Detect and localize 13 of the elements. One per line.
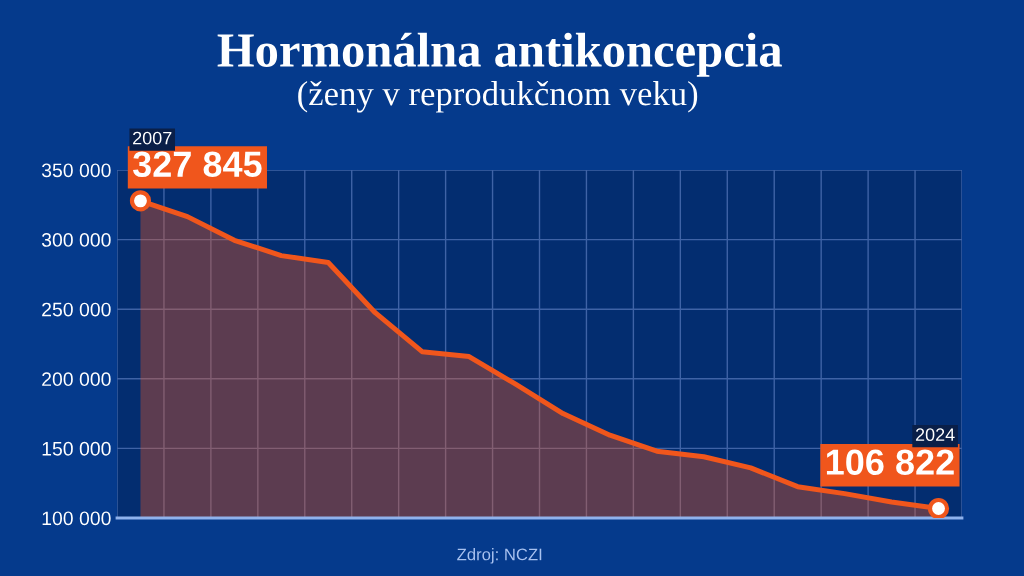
chart-title: Hormonálna antikoncepcia: [217, 32, 782, 77]
data-label: 327 845: [132, 151, 262, 178]
y-tick-label: 300 000: [41, 233, 111, 247]
y-tick-label: 250 000: [42, 302, 111, 317]
y-tick-label: 350 000: [41, 163, 111, 178]
data-label: 106 822: [826, 449, 954, 475]
y-tick-label: 200 000: [42, 372, 111, 387]
y-tick-label: 100 000: [42, 511, 111, 526]
y-tick-label: 150 000: [42, 441, 111, 456]
x-tick-label: 2007: [133, 131, 172, 145]
text: Zdroj: NCZI: [457, 548, 542, 564]
chart-subtitle: (ženy v reprodukčnom veku): [298, 80, 698, 113]
x-tick-label: 2024: [915, 428, 955, 442]
